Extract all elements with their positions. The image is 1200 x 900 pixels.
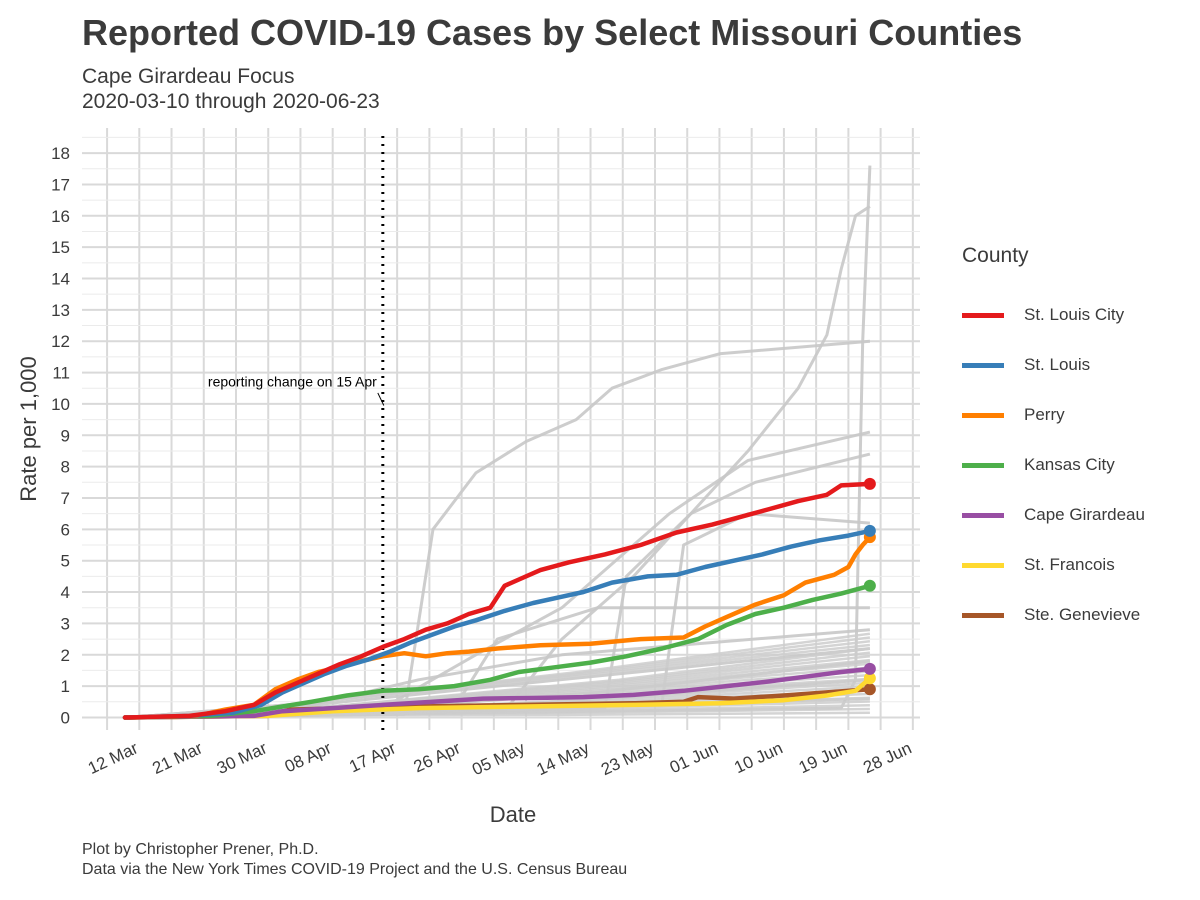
county-endpoint — [863, 524, 876, 537]
legend-label: Kansas City — [1024, 455, 1115, 474]
x-tick-label: 28 Jun — [860, 738, 914, 777]
county-line — [122, 676, 873, 720]
annotation-leader — [377, 392, 385, 406]
y-tick-label: 4 — [61, 583, 70, 602]
legend-swatch — [962, 612, 1004, 618]
x-tick-label: 30 Mar — [214, 738, 270, 778]
county-line — [122, 534, 873, 720]
county-endpoint — [863, 672, 876, 685]
y-tick-label: 6 — [61, 520, 70, 539]
y-tick-label: 14 — [51, 270, 70, 289]
y-tick-label: 18 — [51, 144, 70, 163]
county-endpoint — [863, 579, 876, 592]
y-tick-label: 15 — [51, 238, 70, 257]
caption: Plot by Christopher Prener, Ph.D. Data v… — [82, 840, 627, 880]
x-tick-label: 08 Apr — [282, 738, 335, 776]
legend-item-st-francois: St. Francois — [962, 540, 1145, 590]
caption-source: Data via the New York Times COVID-19 Pro… — [82, 861, 628, 878]
x-tick-label: 26 Apr — [411, 738, 464, 776]
legend-item-perry: Perry — [962, 390, 1145, 440]
chart-subtitle: Cape Girardeau Focus 2020-03-10 through … — [82, 64, 380, 114]
legend-swatch — [962, 412, 1004, 418]
y-tick-label: 12 — [51, 332, 70, 351]
county-endpoint — [863, 477, 876, 490]
legend-swatch — [962, 462, 1004, 468]
legend-label: Perry — [1024, 405, 1065, 424]
y-tick-label: 11 — [52, 364, 70, 383]
y-tick-label: 0 — [61, 708, 70, 727]
county-line — [122, 583, 873, 720]
reporting-change-label: reporting change on 15 Apr — [208, 374, 377, 390]
subtitle-date-range: 2020-03-10 through 2020-06-23 — [82, 90, 380, 113]
legend-item-st-louis-city: St. Louis City — [962, 290, 1145, 340]
y-tick-label: 10 — [51, 395, 70, 414]
chart-title: Reported COVID-19 Cases by Select Missou… — [82, 12, 1023, 53]
y-axis-title: Rate per 1,000 — [16, 356, 41, 502]
legend-item-ste-genevieve: Ste. Genevieve — [962, 590, 1145, 640]
legend-swatch — [962, 562, 1004, 568]
legend-item-st-louis: St. Louis — [962, 340, 1145, 390]
county-endpoint — [863, 683, 876, 696]
subtitle-focus: Cape Girardeau Focus — [82, 65, 295, 88]
y-tick-label: 17 — [51, 175, 70, 194]
legend-item-kansas-city: Kansas City — [962, 440, 1145, 490]
legend-title: County — [962, 244, 1029, 267]
legend-item-cape-girardeau: Cape Girardeau — [962, 490, 1145, 540]
background-county-line — [124, 339, 871, 719]
county-line — [122, 481, 873, 720]
legend-swatch — [962, 512, 1004, 518]
legend-label: St. Francois — [1024, 555, 1115, 574]
y-tick-label: 7 — [61, 489, 70, 508]
x-tick-label: 19 Jun — [796, 738, 850, 777]
county-line — [122, 666, 873, 720]
x-axis-title: Date — [490, 802, 536, 827]
y-tick-label: 8 — [61, 458, 70, 477]
caption-author: Plot by Christopher Prener, Ph.D. — [82, 841, 319, 858]
legend-label: Ste. Genevieve — [1024, 605, 1141, 624]
y-tick-label: 5 — [61, 552, 70, 571]
legend-label: Cape Girardeau — [1024, 505, 1145, 524]
legend-label: St. Louis City — [1024, 305, 1125, 324]
y-tick-label: 2 — [61, 646, 70, 665]
legend: County St. Louis City St. Louis Perry Ka… — [962, 244, 1145, 640]
x-tick-label: 17 Apr — [346, 738, 399, 776]
x-tick-label: 23 May — [598, 738, 657, 779]
y-tick-label: 16 — [51, 207, 70, 226]
county-endpoint — [863, 662, 876, 675]
x-tick-label: 10 Jun — [731, 738, 785, 777]
x-tick-label: 05 May — [469, 738, 528, 779]
county-line — [122, 528, 873, 720]
legend-swatch — [962, 312, 1004, 318]
x-tick-label: 12 Mar — [85, 738, 141, 778]
x-tick-label: 21 Mar — [149, 738, 205, 778]
y-tick-label: 3 — [61, 614, 70, 633]
y-tick-label: 9 — [61, 426, 70, 445]
y-tick-label: 1 — [61, 677, 70, 696]
legend-label: St. Louis — [1024, 355, 1091, 374]
legend-swatch — [962, 362, 1004, 368]
x-tick-label: 14 May — [534, 738, 593, 779]
y-tick-label: 13 — [51, 301, 70, 320]
background-county-line — [124, 205, 871, 719]
x-tick-label: 01 Jun — [667, 738, 721, 777]
